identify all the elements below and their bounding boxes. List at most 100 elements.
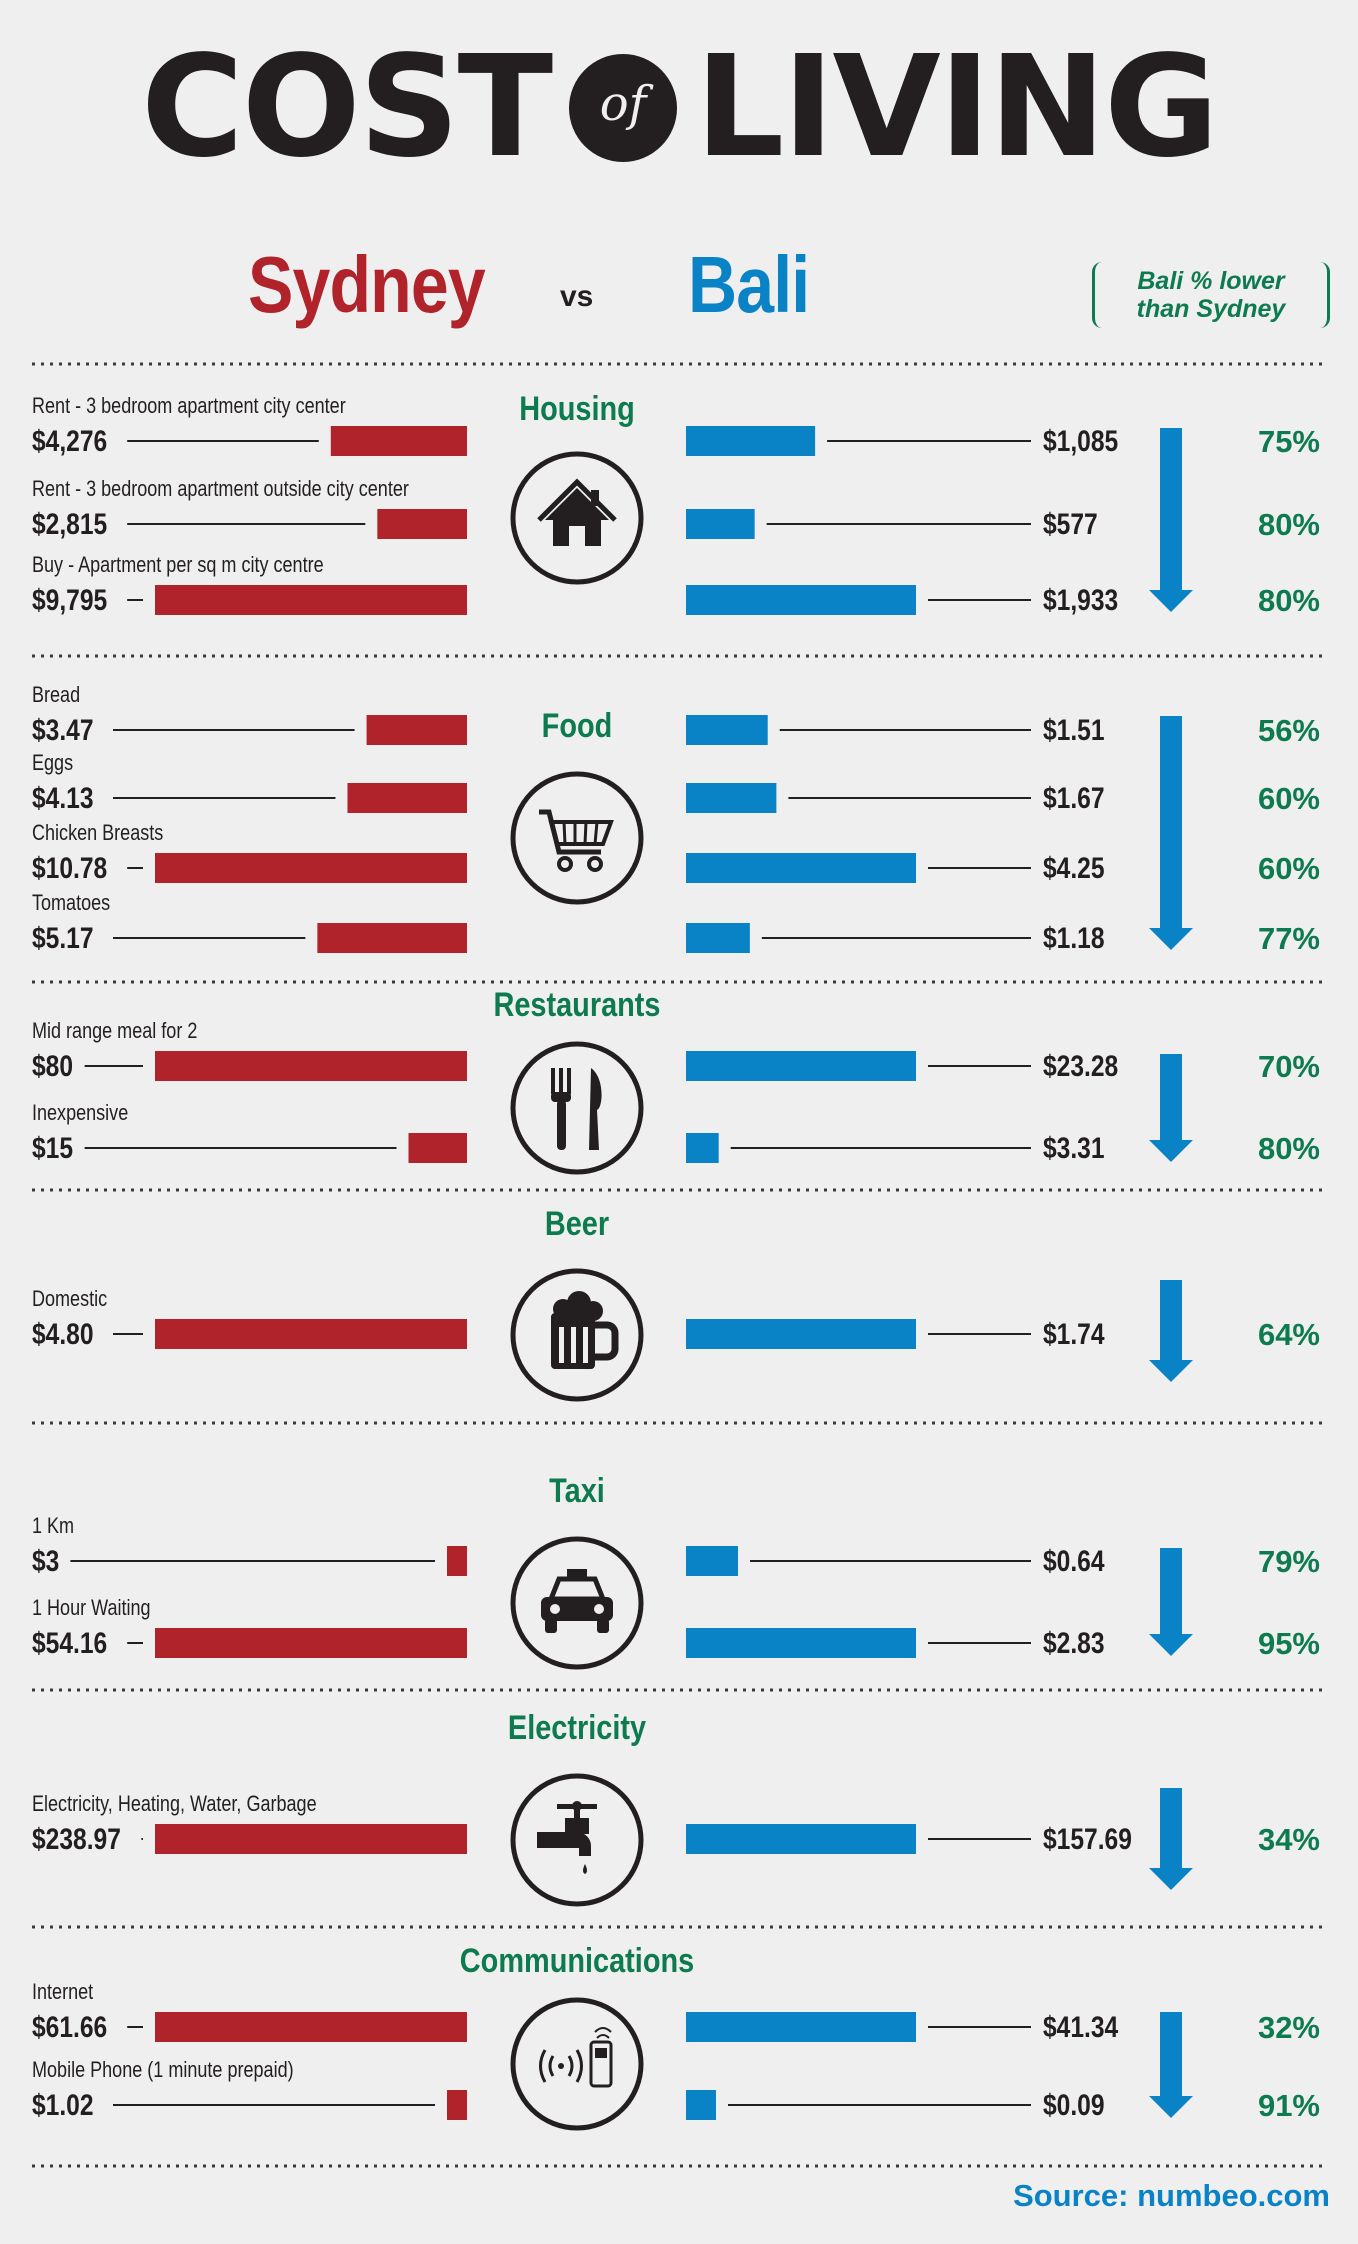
data-row: Mobile Phone (1 minute prepaid) $1.02 $0.0…: [32, 2058, 1320, 2123]
taxi-wheel: [597, 1619, 609, 1633]
icon-circle: [510, 1773, 644, 1907]
bali-value-label: $1.74: [1043, 1317, 1105, 1351]
bali-value-label: $1,085: [1043, 424, 1118, 458]
title-of-badge: of: [569, 54, 678, 162]
cart-grid-line: [583, 821, 588, 845]
bali-value-label: $1.67: [1043, 781, 1105, 815]
sydney-bar: [330, 426, 467, 456]
item-label: Mobile Phone (1 minute prepaid): [32, 2058, 294, 2082]
down-arrow-shaft: [1160, 1054, 1182, 1142]
icon-circle: [510, 1997, 644, 2131]
bali-bar: [686, 1628, 916, 1658]
beer-mug-stripe: [571, 1327, 576, 1363]
bali-value-label: $577: [1043, 507, 1098, 541]
sydney-bar: [366, 715, 467, 745]
category-communications: Communications Internet $61.66 $41.34 32% Mob…: [32, 1941, 1320, 2131]
data-row: Bread $3.47 $1.51 56%: [32, 683, 1320, 748]
down-arrow-shaft: [1160, 1548, 1182, 1636]
fork-handle: [557, 1100, 566, 1150]
category-heading: Electricity: [508, 1708, 647, 1747]
down-arrow-head: [1149, 1634, 1193, 1656]
versus-label: vs: [560, 280, 594, 313]
bali-bar: [686, 426, 816, 456]
house-shape: [545, 488, 609, 546]
data-row: Buy - Apartment per sq m city centre $9,7…: [32, 553, 1320, 618]
item-label: Inexpensive: [32, 1101, 128, 1125]
item-label: Internet: [32, 1980, 94, 2004]
sydney-value-label: $2,815: [32, 507, 107, 541]
item-label: Mid range meal for 2: [32, 1019, 197, 1043]
category-heading: Housing: [519, 389, 635, 428]
data-row: Electricity, Heating, Water, Garbage $238…: [32, 1792, 1320, 1857]
sydney-value-label: $10.78: [32, 851, 107, 885]
house-door: [569, 526, 585, 546]
data-row: Chicken Breasts $10.78 $4.25 60%: [32, 821, 1320, 886]
mobile-phone-icon: [510, 1997, 644, 2131]
sydney-bar: [155, 1051, 467, 1081]
sydney-value-label: $4.13: [32, 781, 94, 815]
category-heading: Food: [542, 706, 613, 745]
sydney-bar: [155, 1628, 467, 1658]
sydney-value-label: $238.97: [32, 1822, 121, 1856]
bali-value-label: $2.83: [1043, 1626, 1105, 1660]
city-b-heading: Bali: [688, 240, 810, 329]
category-electricity: Electricity Electricity, Heating, Water, …: [32, 1708, 1320, 1907]
house-chimney: [591, 490, 599, 506]
bali-value-label: $41.34: [1043, 2010, 1119, 2044]
sydney-value-label: $4,276: [32, 424, 107, 458]
cart-wheel: [587, 856, 603, 872]
data-row: 1 Km $3 $0.64 79%: [32, 1514, 1320, 1579]
item-label: 1 Km: [32, 1514, 74, 1538]
bali-bar: [686, 1546, 739, 1576]
bali-bar: [686, 923, 750, 953]
item-label: Buy - Apartment per sq m city centre: [32, 553, 324, 577]
beer-mug-handle: [595, 1321, 619, 1361]
down-arrow-head: [1149, 2096, 1193, 2118]
data-row: Internet $61.66 $41.34 32%: [32, 1980, 1320, 2045]
sydney-value-label: $9,795: [32, 583, 107, 617]
bali-bar: [686, 509, 755, 539]
source-credit: Source: numbeo.com: [1013, 2178, 1330, 2213]
bali-bar: [686, 2012, 916, 2042]
title-living: LIVING: [695, 26, 1219, 189]
shopping-cart-icon: [510, 771, 644, 905]
sydney-bar: [408, 1133, 467, 1163]
bali-bar: [686, 1133, 719, 1163]
city-a-heading: Sydney: [248, 240, 486, 329]
tap-body: [565, 1818, 589, 1834]
icon-circle: [510, 1041, 644, 1175]
percent-lower-label: 32%: [1258, 2010, 1320, 2045]
cart-grid-line: [562, 821, 567, 845]
icon-circle: [510, 1268, 644, 1402]
sydney-value-label: $3.47: [32, 713, 94, 747]
down-arrow-shaft: [1160, 716, 1182, 930]
sydney-value-label: $4.80: [32, 1317, 94, 1351]
percent-lower-label: 91%: [1258, 2088, 1320, 2123]
sydney-bar: [155, 1319, 467, 1349]
bali-value-label: $0.09: [1043, 2088, 1105, 2122]
phone-signal: [594, 2027, 612, 2039]
taxi-cabin: [547, 1576, 607, 1602]
water-drop: [583, 1864, 587, 1874]
taxi-icon: [510, 1536, 644, 1670]
beer-mug-icon: [510, 1268, 644, 1402]
bali-bar: [686, 1319, 916, 1349]
sydney-bar: [155, 585, 467, 615]
house-icon: [510, 451, 644, 585]
water-tap-icon: [510, 1773, 644, 1907]
percent-lower-label: 79%: [1258, 1544, 1320, 1579]
bali-bar: [686, 1824, 916, 1854]
percent-lower-label: 77%: [1258, 921, 1320, 956]
bali-value-label: $3.31: [1043, 1131, 1105, 1165]
data-row: Domestic $4.80 $1.74 64%: [32, 1287, 1320, 1352]
sydney-value-label: $3: [32, 1544, 59, 1578]
data-row: 1 Hour Waiting $54.16 $2.83 95%: [32, 1596, 1320, 1661]
data-row: Mid range meal for 2 $80 $23.28 70%: [32, 1019, 1320, 1084]
phone-body: [589, 2040, 613, 2088]
taxi-headlight: [594, 1604, 604, 1614]
sydney-value-label: $1.02: [32, 2088, 94, 2122]
bali-value-label: $1.51: [1043, 713, 1105, 747]
percent-lower-label: 60%: [1258, 781, 1320, 816]
